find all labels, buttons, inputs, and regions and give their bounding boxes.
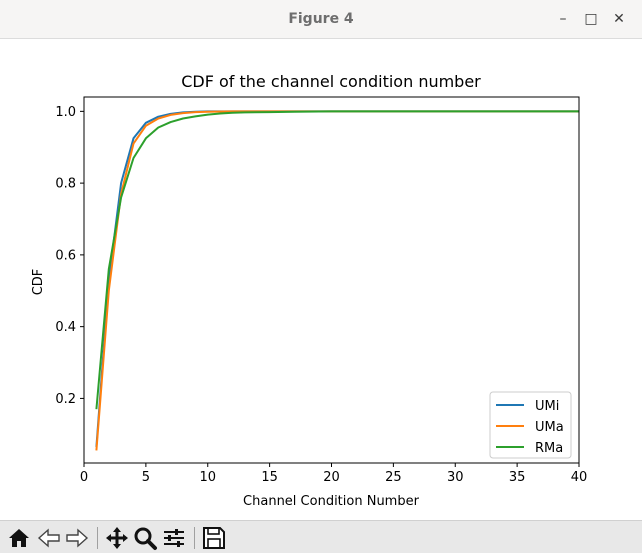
configure-subplots-button[interactable]: [161, 525, 187, 551]
x-tick-label: 15: [261, 470, 278, 485]
home-button[interactable]: [6, 525, 32, 551]
figure-canvas[interactable]: CDF of the channel condition number 0 5 10…: [0, 39, 642, 520]
toolbar-separator: [194, 527, 195, 549]
zoom-icon: [134, 527, 157, 550]
navigation-toolbar: [0, 520, 642, 553]
title-bar[interactable]: Figure 4 – □ ✕: [0, 0, 642, 39]
pan-icon: [106, 527, 128, 549]
toolbar-separator: [97, 527, 98, 549]
legend-label-umi: UMi: [535, 399, 559, 414]
pan-button[interactable]: [104, 525, 130, 551]
x-tick-label: 20: [323, 470, 340, 485]
x-tick-label: 25: [385, 470, 402, 485]
y-axis-label: CDF: [31, 269, 46, 296]
legend-label-rma: RMa: [535, 441, 563, 456]
x-tick-label: 35: [509, 470, 526, 485]
forward-icon: [66, 528, 89, 548]
x-tick-label: 30: [447, 470, 464, 485]
x-tick-label: 0: [80, 470, 88, 485]
x-tick-label: 10: [199, 470, 216, 485]
y-tick-label: 0.2: [55, 392, 76, 407]
y-tick-label: 0.4: [55, 320, 76, 335]
maximize-button[interactable]: □: [584, 11, 598, 27]
configure-subplots-icon: [164, 529, 184, 547]
window-title: Figure 4: [288, 11, 354, 27]
minimize-button[interactable]: –: [559, 11, 567, 27]
legend-box: [489, 391, 572, 459]
y-tick-label: 1.0: [55, 105, 76, 120]
series-line-rma: [95, 110, 579, 410]
legend: UMi UMa RMa: [489, 391, 572, 459]
back-button[interactable]: [36, 525, 62, 551]
home-icon: [9, 529, 29, 547]
chart-title: CDF of the channel condition number: [181, 72, 481, 91]
save-button[interactable]: [201, 525, 227, 551]
x-axis-label: Channel Condition Number: [243, 494, 420, 509]
y-tick-label: 0.6: [55, 248, 76, 263]
zoom-button[interactable]: [132, 525, 158, 551]
forward-button[interactable]: [64, 525, 90, 551]
chart-svg: CDF of the channel condition number 0 5 10…: [0, 39, 642, 520]
axes: 0 5 10 15 20 25 30 35 40 0.2 0.4 0.6 0.8 1.0: [55, 96, 588, 485]
close-button[interactable]: ✕: [613, 11, 625, 27]
save-icon: [203, 527, 225, 549]
y-tick-label: 0.8: [55, 177, 76, 192]
back-icon: [37, 528, 60, 548]
x-tick-label: 5: [142, 470, 150, 485]
plot-area: [95, 110, 579, 451]
legend-label-uma: UMa: [535, 420, 564, 435]
x-tick-label: 40: [571, 470, 588, 485]
